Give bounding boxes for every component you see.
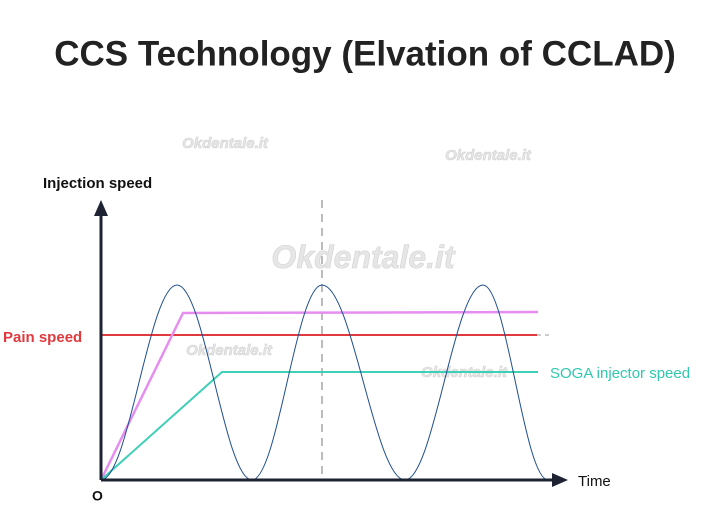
watermark: Okdentale.it <box>186 342 273 359</box>
y-axis-arrow <box>94 200 108 216</box>
watermark: Okdentale.it <box>182 135 269 152</box>
origin-label: O <box>92 488 103 504</box>
pink-line <box>99 310 539 481</box>
pain-speed-label: Pain speed <box>3 329 82 346</box>
x-axis-label: Time <box>578 473 611 490</box>
soga-label: SOGA injector speed <box>550 365 690 382</box>
ccs-wave <box>100 284 549 481</box>
soga-line <box>100 371 538 481</box>
x-axis-arrow <box>552 473 568 487</box>
y-axis-label: Injection speed <box>43 175 152 192</box>
title: CCS Technology (Elvation of CCLAD) <box>54 34 676 73</box>
watermark: Okdentale.it <box>271 239 456 275</box>
watermark: Okdentale.it <box>445 147 532 164</box>
